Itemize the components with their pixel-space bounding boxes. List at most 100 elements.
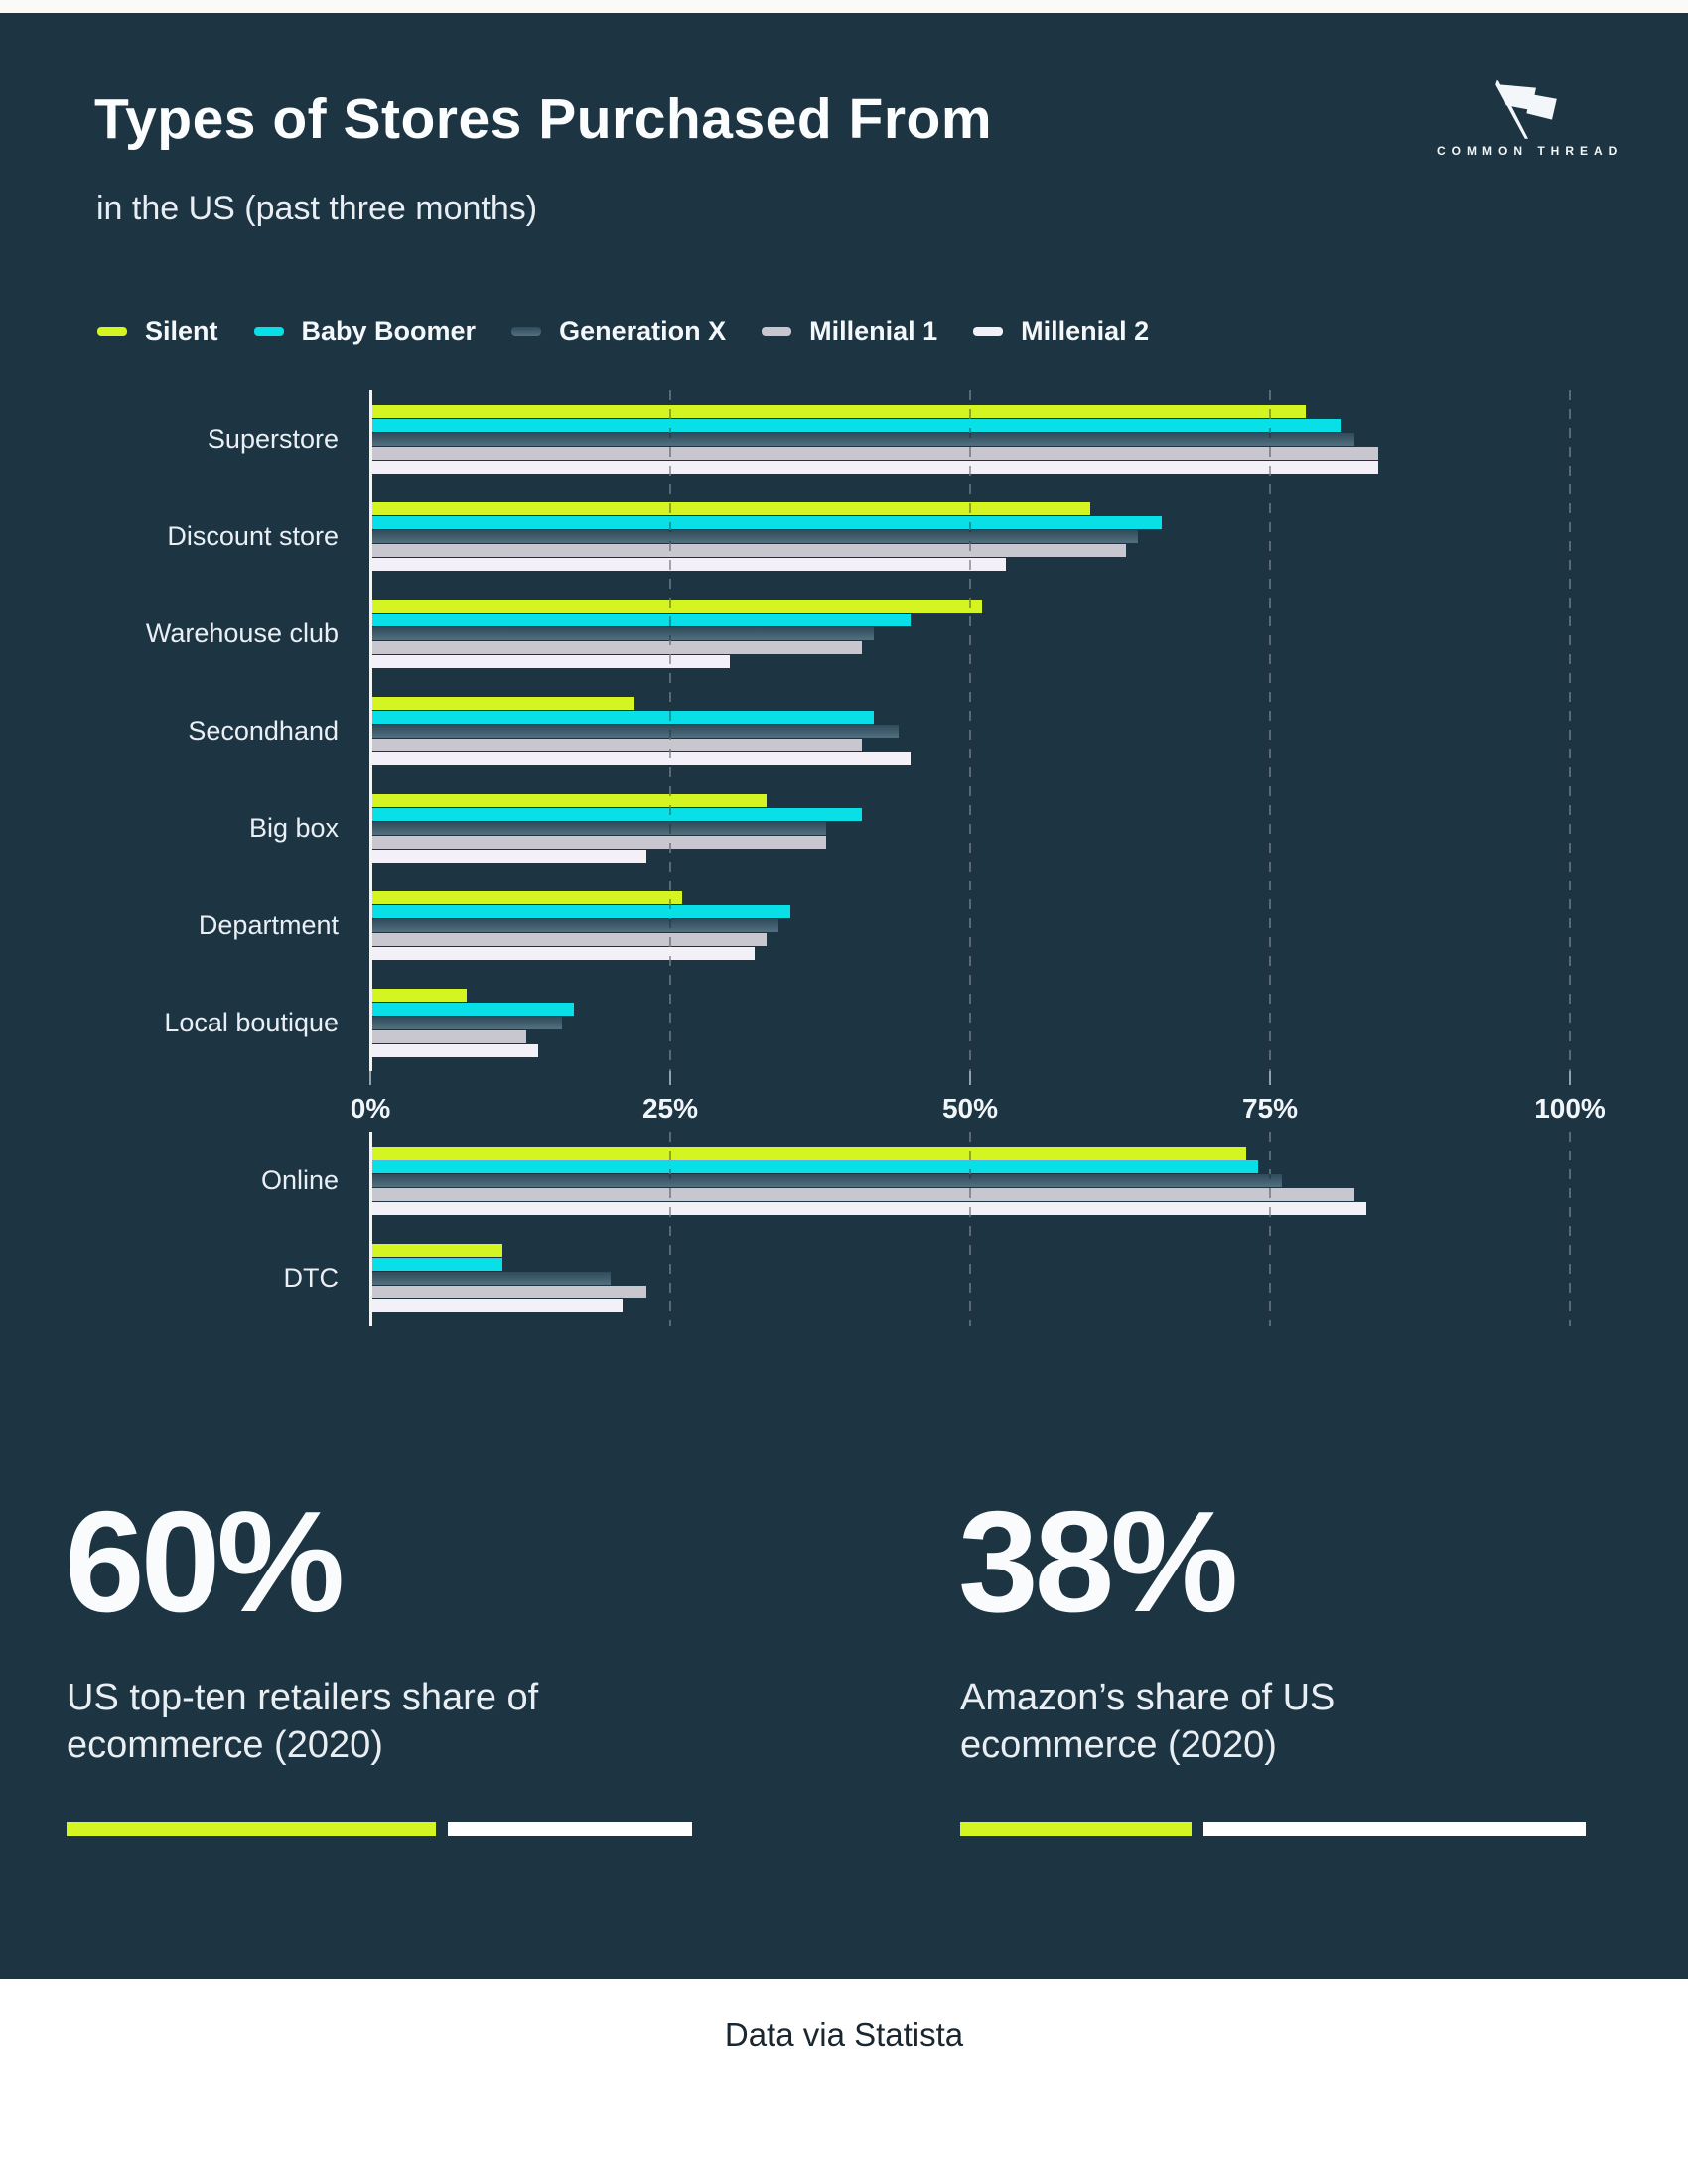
bar — [370, 1160, 1258, 1173]
bar — [370, 460, 1378, 474]
bar — [370, 1043, 539, 1057]
bar — [370, 543, 1127, 557]
row-label: Discount store — [167, 520, 339, 551]
axis-tick-label: 50% — [941, 1093, 999, 1124]
legend-swatch — [97, 327, 127, 336]
row-label: Warehouse club — [145, 617, 339, 648]
online-dtc-chart: Online DTC — [0, 1132, 1688, 1326]
stat-caption: Amazon’s share of US ecommerce (2020) — [960, 1676, 1336, 1766]
legend-label: Millenial 1 — [809, 316, 938, 345]
bar — [370, 1016, 563, 1029]
bar-group — [370, 988, 1570, 1057]
chart-rows: Online DTC — [0, 1132, 1688, 1326]
legend-item: Silent — [97, 316, 218, 346]
bar — [370, 654, 731, 668]
bar — [370, 404, 1307, 418]
stat-value: 38% — [958, 1481, 1238, 1642]
bar — [370, 988, 467, 1002]
bar — [370, 1029, 527, 1043]
bar — [370, 918, 778, 932]
progress-remainder — [1203, 1821, 1586, 1836]
progress-remainder — [448, 1821, 692, 1836]
page-title: Types of Stores Purchased From — [94, 87, 993, 151]
chart-row: Department — [0, 877, 1688, 974]
gridline — [969, 390, 971, 1071]
legend-item: Baby Boomer — [253, 316, 477, 346]
gridline — [969, 1132, 971, 1326]
axis-tick — [369, 1071, 371, 1085]
legend-label: Millenial 2 — [1021, 316, 1150, 345]
legend-swatch — [762, 327, 792, 336]
axis-tick-label: 100% — [1534, 1093, 1606, 1124]
bar — [370, 724, 899, 738]
legend-label: Generation X — [559, 316, 727, 345]
bar — [370, 1002, 575, 1016]
bar — [370, 501, 1090, 515]
gridline — [1269, 1132, 1271, 1326]
chart-row: Secondhand — [0, 682, 1688, 779]
legend-label: Silent — [145, 316, 218, 345]
bar — [370, 946, 755, 960]
stats-section: 60% US top-ten retailers share of ecommer… — [65, 1481, 1586, 1836]
stat-value: 60% — [65, 1481, 345, 1642]
chart-row: Online — [0, 1132, 1688, 1229]
stat-caption: US top-ten retailers share of ecommerce … — [67, 1676, 539, 1766]
chart-row: Discount store — [0, 487, 1688, 585]
legend-swatch — [511, 327, 542, 336]
bar — [370, 557, 1007, 571]
bar — [370, 738, 863, 751]
bar — [370, 599, 983, 613]
bar — [370, 890, 683, 904]
stat-progress-bar — [67, 1821, 692, 1836]
bar — [370, 835, 827, 849]
chart-row: Big box — [0, 779, 1688, 877]
gridline — [1569, 1132, 1571, 1326]
bar — [370, 793, 767, 807]
bar — [370, 640, 863, 654]
bar — [370, 849, 646, 863]
bar — [370, 1285, 646, 1298]
stat-block: 60% US top-ten retailers share of ecommer… — [65, 1481, 692, 1836]
legend-item: Millenial 2 — [973, 316, 1149, 346]
bar — [370, 1257, 502, 1271]
progress-fill — [67, 1821, 436, 1836]
row-label: Secondhand — [188, 715, 339, 746]
bar — [370, 626, 875, 640]
chart-row: Superstore — [0, 390, 1688, 487]
brand-name: COMMON THREAD — [1437, 144, 1623, 158]
legend-swatch — [253, 327, 284, 336]
bar — [370, 1243, 502, 1257]
bar — [370, 710, 875, 724]
axis-tick — [669, 1071, 671, 1085]
bar — [370, 1298, 623, 1312]
brand-logo: COMMON THREAD — [1437, 78, 1623, 158]
progress-fill — [960, 1821, 1193, 1836]
bar — [370, 515, 1163, 529]
axis-tick — [969, 1071, 971, 1085]
bar-group — [370, 1146, 1570, 1215]
bar — [370, 613, 911, 626]
bar-group — [370, 793, 1570, 863]
axis-tick — [1569, 1071, 1571, 1085]
flag-needle-icon — [1495, 79, 1557, 139]
bar — [370, 529, 1139, 543]
chart-rows: Superstore Discount store Warehouse club Se… — [0, 390, 1688, 1071]
x-axis: 0% 25% 50% 75% 100% — [351, 1071, 1606, 1135]
legend-label: Baby Boomer — [301, 316, 477, 345]
footer: Data via Statista — [0, 1979, 1688, 2184]
bar — [370, 446, 1378, 460]
row-label: Local boutique — [164, 1007, 339, 1037]
page-subtitle: in the US (past three months) — [96, 190, 538, 227]
axis-tick-label: 75% — [1241, 1093, 1299, 1124]
bar — [370, 932, 767, 946]
bar — [370, 751, 911, 765]
data-credit: Data via Statista — [724, 2016, 964, 2053]
bar-group — [370, 404, 1570, 474]
bar-group — [370, 890, 1570, 960]
stat-progress-bar — [960, 1821, 1586, 1836]
bar — [370, 1146, 1246, 1160]
bar — [370, 1271, 611, 1285]
stat-block: 38% Amazon’s share of US ecommerce (2020) — [958, 1481, 1586, 1836]
gridline-layer — [370, 1132, 1571, 1326]
